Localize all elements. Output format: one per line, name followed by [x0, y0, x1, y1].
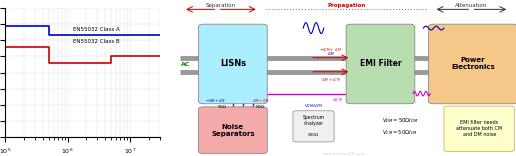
Text: Power
Electronics: Power Electronics: [451, 57, 495, 71]
FancyBboxPatch shape: [293, 111, 334, 142]
Text: LISNs: LISNs: [220, 59, 246, 68]
Text: $i_{DM}$: $i_{DM}$: [327, 50, 335, 58]
Text: Separation: Separation: [206, 3, 236, 8]
Text: www.eiritroniCS.com: www.eiritroniCS.com: [323, 152, 366, 156]
Text: $V_{DM}=50\Omega I_{DM}$: $V_{DM}=50\Omega I_{DM}$: [382, 116, 418, 125]
Text: 50Ω: 50Ω: [218, 105, 227, 109]
Text: $-i_{DM}+i_{CM}$: $-i_{DM}+i_{CM}$: [205, 97, 226, 105]
Text: EN55032 Class A: EN55032 Class A: [73, 27, 119, 32]
Text: $V_{CM}=50\Omega I_{CM}$: $V_{CM}=50\Omega I_{CM}$: [382, 128, 418, 137]
Text: Spectrum
Analyzer: Spectrum Analyzer: [302, 115, 325, 126]
Text: $V_{DM}/V_{CM}$: $V_{DM}/V_{CM}$: [304, 103, 323, 110]
Text: Attenuation: Attenuation: [455, 3, 488, 8]
Text: Noise
Separators: Noise Separators: [211, 124, 255, 137]
Text: 500Ω: 500Ω: [308, 133, 319, 137]
FancyBboxPatch shape: [444, 106, 514, 151]
Text: $i_{DM}+i_{CM}$: $i_{DM}+i_{CM}$: [321, 76, 341, 84]
Text: AC: AC: [182, 62, 191, 67]
Text: 50Ω: 50Ω: [256, 105, 265, 109]
FancyBboxPatch shape: [346, 24, 415, 104]
Text: $-i_{DM}+i_{CM}$: $-i_{DM}+i_{CM}$: [319, 46, 342, 54]
Text: EMI Filter: EMI Filter: [360, 59, 401, 68]
Text: EMI filter needs
attenuate both CM
and DM noise: EMI filter needs attenuate both CM and D…: [456, 120, 503, 137]
Text: Propagation: Propagation: [327, 3, 365, 8]
Text: $2i_{CM}$: $2i_{CM}$: [332, 96, 343, 104]
Text: EN55032 Class B: EN55032 Class B: [73, 39, 119, 44]
FancyBboxPatch shape: [428, 24, 516, 104]
FancyBboxPatch shape: [199, 107, 267, 154]
Text: $i_{DM}+i_{CM}$: $i_{DM}+i_{CM}$: [251, 97, 269, 105]
FancyBboxPatch shape: [199, 24, 267, 104]
